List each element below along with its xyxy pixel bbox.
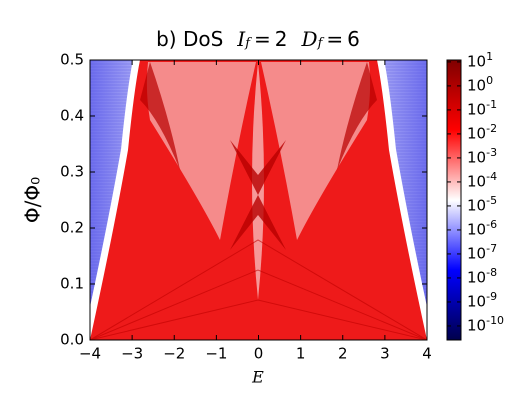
colorbar-tick-label: 10-6	[467, 218, 497, 238]
x-tick-label: −1	[205, 345, 227, 363]
param-value: 6	[347, 27, 360, 51]
colorbar-tick-label: 10-7	[467, 242, 497, 262]
exponent: 1	[486, 50, 493, 63]
title-text: b) DoS	[156, 27, 223, 51]
colorbar-tick-label: 10-5	[467, 194, 497, 214]
exponent: -5	[486, 194, 497, 207]
param-subscript: f	[317, 36, 325, 51]
colorbar-tick-label: 10-4	[467, 170, 497, 190]
param-relation: =	[326, 27, 343, 51]
param-symbol: I	[236, 27, 246, 51]
chart-title: b) DoS If = 2 Df = 6	[156, 27, 360, 52]
exponent: 0	[486, 74, 493, 87]
colorbar-tick-label: 100	[467, 74, 493, 94]
y-tick-label: 0.3	[60, 163, 84, 181]
param-subscript: f	[244, 36, 252, 51]
x-tick-label: −2	[163, 345, 185, 363]
colorbar: 10110010-110-210-310-410-510-610-710-810…	[446, 50, 504, 341]
exponent: -7	[486, 242, 497, 255]
title: b) DoS If = 2 Df = 6	[156, 27, 360, 52]
colorbar-tick-label: 10-8	[467, 266, 497, 286]
x-axis-label: E	[251, 368, 264, 387]
y-tick-label: 0.0	[60, 331, 84, 349]
colorbar-tick-label: 10-9	[467, 290, 497, 310]
exponent: -1	[486, 98, 497, 111]
colorbar-gradient	[446, 59, 462, 341]
x-tick-label: 1	[296, 345, 306, 363]
colorbar-tick-label: 10-10	[467, 314, 504, 334]
heatmap-image	[90, 60, 427, 340]
x-tick-label: −3	[121, 345, 143, 363]
exponent: -6	[486, 218, 497, 231]
colorbar-tick-label: 101	[467, 50, 493, 70]
y-tick-label: 0.4	[60, 107, 84, 125]
exponent: -9	[486, 290, 497, 303]
y-tick-label: 0.1	[60, 275, 84, 293]
param-symbol: D	[301, 27, 318, 51]
param-relation: =	[254, 27, 271, 51]
exponent: -3	[486, 146, 497, 159]
exponent: -8	[486, 266, 497, 279]
x-tick-label: 2	[338, 345, 348, 363]
colorbar-tick-label: 10-3	[467, 146, 497, 166]
y-axis-label: Φ/Φ₀	[21, 177, 45, 223]
x-tick-label: 3	[380, 345, 390, 363]
y-tick-label: 0.2	[60, 219, 84, 237]
x-tick-label: 4	[422, 345, 432, 363]
exponent: -2	[486, 122, 497, 135]
exponent: -10	[486, 314, 504, 327]
exponent: -4	[486, 170, 497, 183]
colorbar-tick-label: 10-2	[467, 122, 497, 142]
x-tick-label: −4	[79, 345, 101, 363]
colorbar-tick-label: 10-1	[467, 98, 497, 118]
x-tick-label: 0	[254, 345, 264, 363]
param-value: 2	[275, 27, 288, 51]
y-tick-label: 0.5	[60, 51, 84, 69]
